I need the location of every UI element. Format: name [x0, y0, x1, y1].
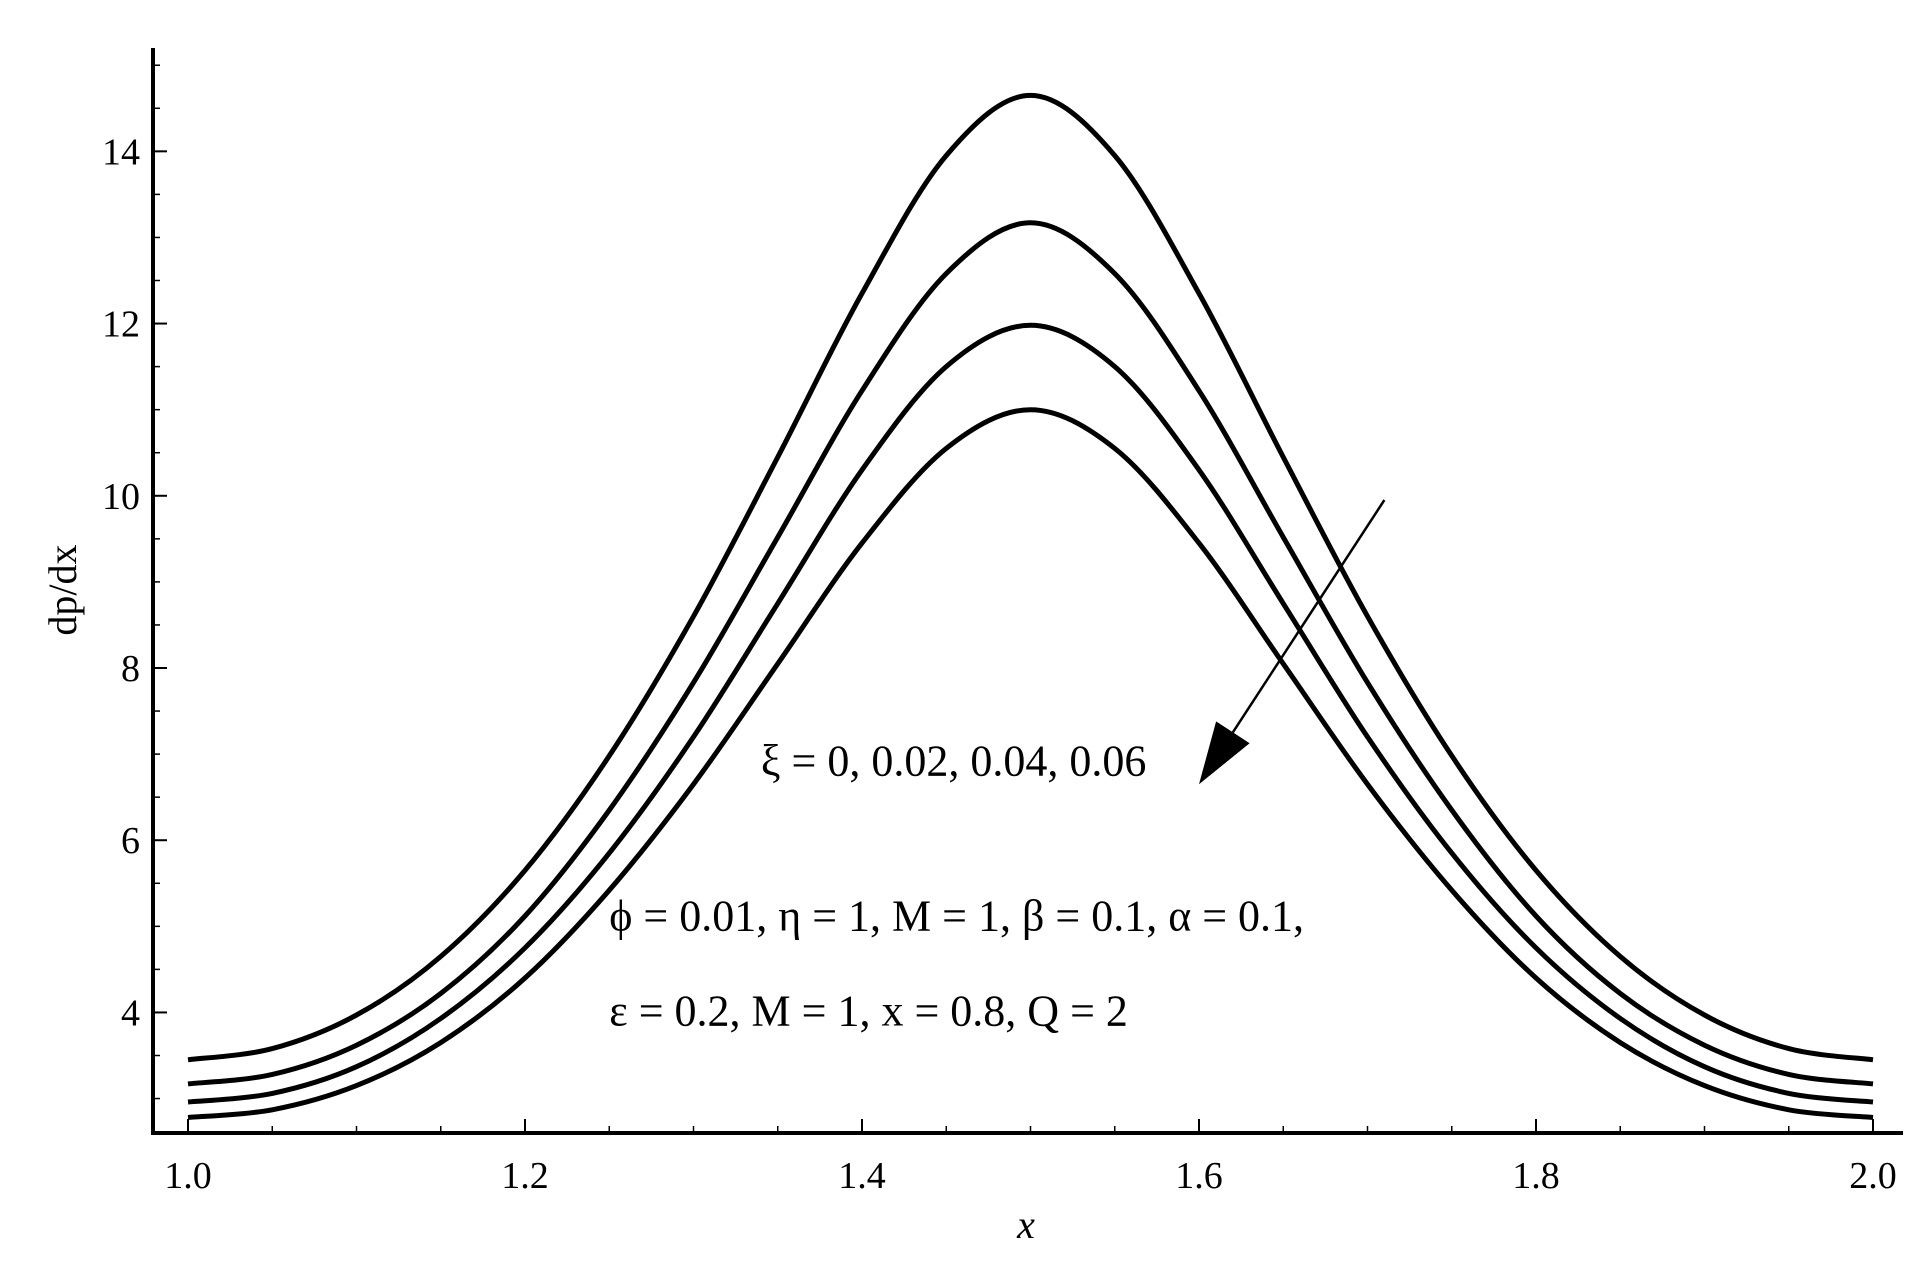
- y-tick-label: 4: [121, 992, 140, 1034]
- y-axis-label: dp/dx: [40, 544, 85, 635]
- series-line-4: [187, 407, 1874, 1120]
- arrow-head: [1199, 721, 1250, 785]
- x-tick-label: 2.0: [1849, 1155, 1897, 1197]
- y-tick-label: 8: [121, 648, 140, 690]
- annotation-3: ε = 0.2, M = 1, x = 0.8, Q = 2: [609, 986, 1128, 1035]
- y-ticks: 4 6 8 10 12 14: [102, 64, 167, 1100]
- annotations: ξ = 0, 0.02, 0.04, 0.06 ϕ = 0.01, η = 1, …: [609, 737, 1304, 1036]
- annotation-2: ϕ = 0.01, η = 1, M = 1, β = 0.1, α = 0.1…: [609, 892, 1304, 941]
- series-lines: [187, 92, 1874, 1120]
- trend-arrow: [1199, 499, 1386, 785]
- x-ticks: 1.0 1.2 1.4 1.6 1.8 2.0: [164, 1119, 1897, 1197]
- y-tick-label: 12: [102, 304, 140, 346]
- series-line-2: [187, 220, 1874, 1087]
- x-tick-label: 1.4: [838, 1155, 886, 1197]
- arrow-shaft: [1231, 499, 1386, 734]
- y-tick-label: 6: [121, 820, 140, 862]
- x-tick-label: 1.2: [501, 1155, 549, 1197]
- series-line-3: [187, 322, 1874, 1105]
- annotation-1: ξ = 0, 0.02, 0.04, 0.06: [761, 737, 1146, 786]
- series-line-1: [187, 92, 1874, 1063]
- axes: [151, 48, 1903, 1135]
- y-tick-label: 14: [102, 131, 140, 173]
- x-axis-label: x: [1016, 1202, 1035, 1247]
- x-tick-label: 1.6: [1175, 1155, 1223, 1197]
- x-tick-label: 1.8: [1512, 1155, 1560, 1197]
- y-tick-label: 10: [102, 476, 140, 518]
- x-tick-label: 1.0: [164, 1155, 212, 1197]
